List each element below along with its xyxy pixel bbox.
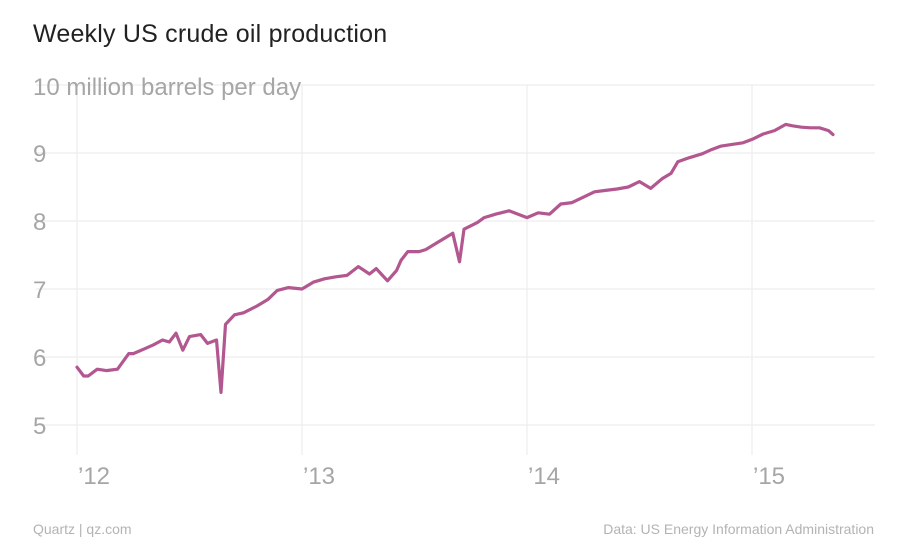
unit-label: 10 million barrels per day [33,74,301,101]
y-tick-label: 9 [33,141,46,168]
y-tick-label: 5 [33,413,46,440]
x-axis-ticks: ’12 ’13 ’14 ’15 [78,463,785,490]
x-gridlines [76,85,753,455]
y-tick-label: 6 [33,345,46,372]
chart-title: Weekly US crude oil production [33,20,388,48]
x-tick-label: ’12 [78,463,110,490]
source-text: Data: US Energy Information Administrati… [603,521,874,537]
credit-text: Quartz | qz.com [33,521,132,537]
x-tick-label: ’13 [303,463,335,490]
y-axis-ticks: 5 6 7 8 9 [33,141,46,440]
production-line [75,122,835,394]
x-tick-label: ’14 [528,463,560,490]
gridlines [36,84,875,426]
x-tick-label: ’15 [753,463,785,490]
y-tick-label: 8 [33,209,46,236]
y-tick-label: 7 [33,277,46,304]
